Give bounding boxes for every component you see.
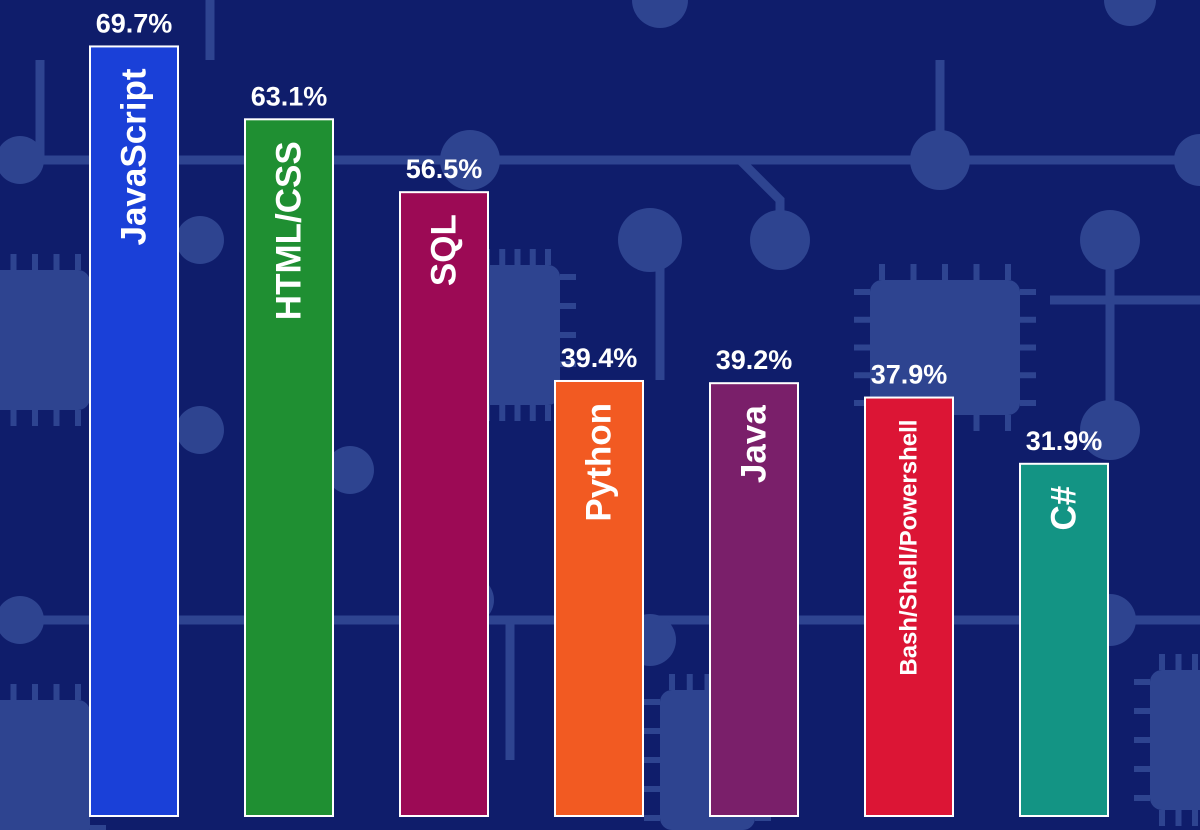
circuit-node — [632, 0, 688, 28]
category-label: Python — [580, 403, 619, 522]
circuit-node — [0, 596, 44, 644]
bar-group: 69.7% JavaScript — [89, 8, 179, 818]
category-label: C# — [1045, 486, 1084, 531]
category-label: SQL — [425, 214, 464, 286]
circuit-node — [176, 216, 224, 264]
bar-series: 69.7% JavaScript 63.1% HTML/CSS 56.5% SQL 39.4… — [89, 8, 1109, 818]
bar — [864, 396, 954, 817]
chip-icon — [1134, 654, 1200, 826]
category-label: HTML/CSS — [270, 141, 309, 320]
value-label: 56.5% — [406, 154, 483, 184]
bar — [244, 118, 334, 818]
category-label: Bash/Shell/Powershell — [896, 420, 923, 676]
value-label: 39.2% — [716, 345, 793, 375]
bar-group: 39.2% Java — [709, 345, 799, 817]
bar-group: 63.1% HTML/CSS — [244, 81, 334, 818]
bar — [89, 45, 179, 818]
bar-group: 39.4% Python — [554, 343, 644, 817]
circuit-node — [1080, 400, 1140, 460]
value-label: 69.7% — [96, 8, 173, 38]
circuit-node — [1080, 210, 1140, 270]
value-label: 37.9% — [871, 360, 948, 390]
category-label: Java — [735, 405, 774, 483]
bar — [554, 379, 644, 817]
circuit-traces — [0, 0, 1200, 760]
circuit-chips — [0, 249, 1200, 830]
bar-group: 56.5% SQL — [399, 154, 489, 817]
bar — [1019, 462, 1109, 817]
circuit-node — [750, 210, 810, 270]
value-label: 63.1% — [251, 81, 328, 111]
circuit-node — [1174, 134, 1200, 186]
bar-group: 31.9% C# — [1019, 426, 1109, 817]
circuit-node — [618, 208, 682, 272]
bar-group: 37.9% Bash/Shell/Powershell — [864, 360, 954, 817]
bar — [709, 382, 799, 817]
circuit-node — [910, 130, 970, 190]
circuit-node — [176, 406, 224, 454]
circuit-node — [326, 446, 374, 494]
circuit-node — [0, 136, 44, 184]
value-label: 31.9% — [1026, 426, 1103, 456]
circuit-node — [1104, 0, 1156, 26]
category-label: JavaScript — [115, 68, 154, 245]
value-label: 39.4% — [561, 343, 638, 373]
bar — [399, 191, 489, 817]
circuit-node — [440, 130, 500, 190]
